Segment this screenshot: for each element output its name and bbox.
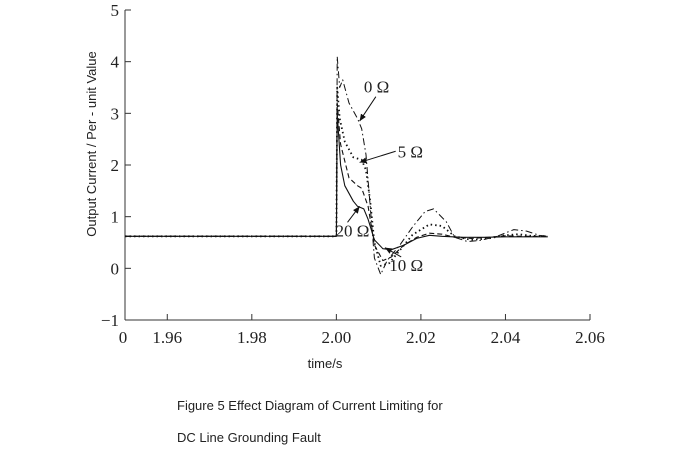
x-tick-label: 2.00 [321,328,351,347]
x-tick-label: 2.04 [491,328,521,347]
series-annotation-label: 10 Ω [389,256,423,275]
y-tick-label: −1 [101,311,119,330]
figure-caption: Figure 5 Effect Diagram of Current Limit… [177,382,443,462]
annotation-layer: 0 Ω 5 Ω 20 Ω 10 Ω [336,78,424,275]
y-tick-label: 4 [111,53,120,72]
annotation-arrow [347,206,361,223]
x-tick-label: 1.98 [237,328,267,347]
y-tick-label: 0 [111,259,120,278]
series-layer [125,56,548,275]
x-origin-label: 0 [119,328,128,347]
y-tick-label: 3 [111,104,120,123]
x-axis-title: time/s [308,356,343,371]
series-annotation-label: 0 Ω [364,78,389,97]
annotation-arrow [359,150,396,164]
y-axis-title: Output Current / Per - unit Value [84,51,99,236]
series-line [125,102,548,262]
series-annotation-label: 20 Ω [336,221,370,240]
x-tick-label: 2.06 [575,328,605,347]
series-line [125,112,548,251]
caption-line-1: Figure 5 Effect Diagram of Current Limit… [177,398,443,413]
series-annotation-label: 5 Ω [398,142,423,161]
x-tick-label: 2.02 [406,328,436,347]
caption-line-2: DC Line Grounding Fault [177,430,321,445]
y-tick-label: 1 [111,208,120,227]
x-tick-label: 1.96 [152,328,182,347]
annotation-arrow [384,247,402,258]
y-tick-label: 5 [111,1,120,20]
annotation-arrow [359,96,377,122]
y-tick-label: 2 [111,156,120,175]
